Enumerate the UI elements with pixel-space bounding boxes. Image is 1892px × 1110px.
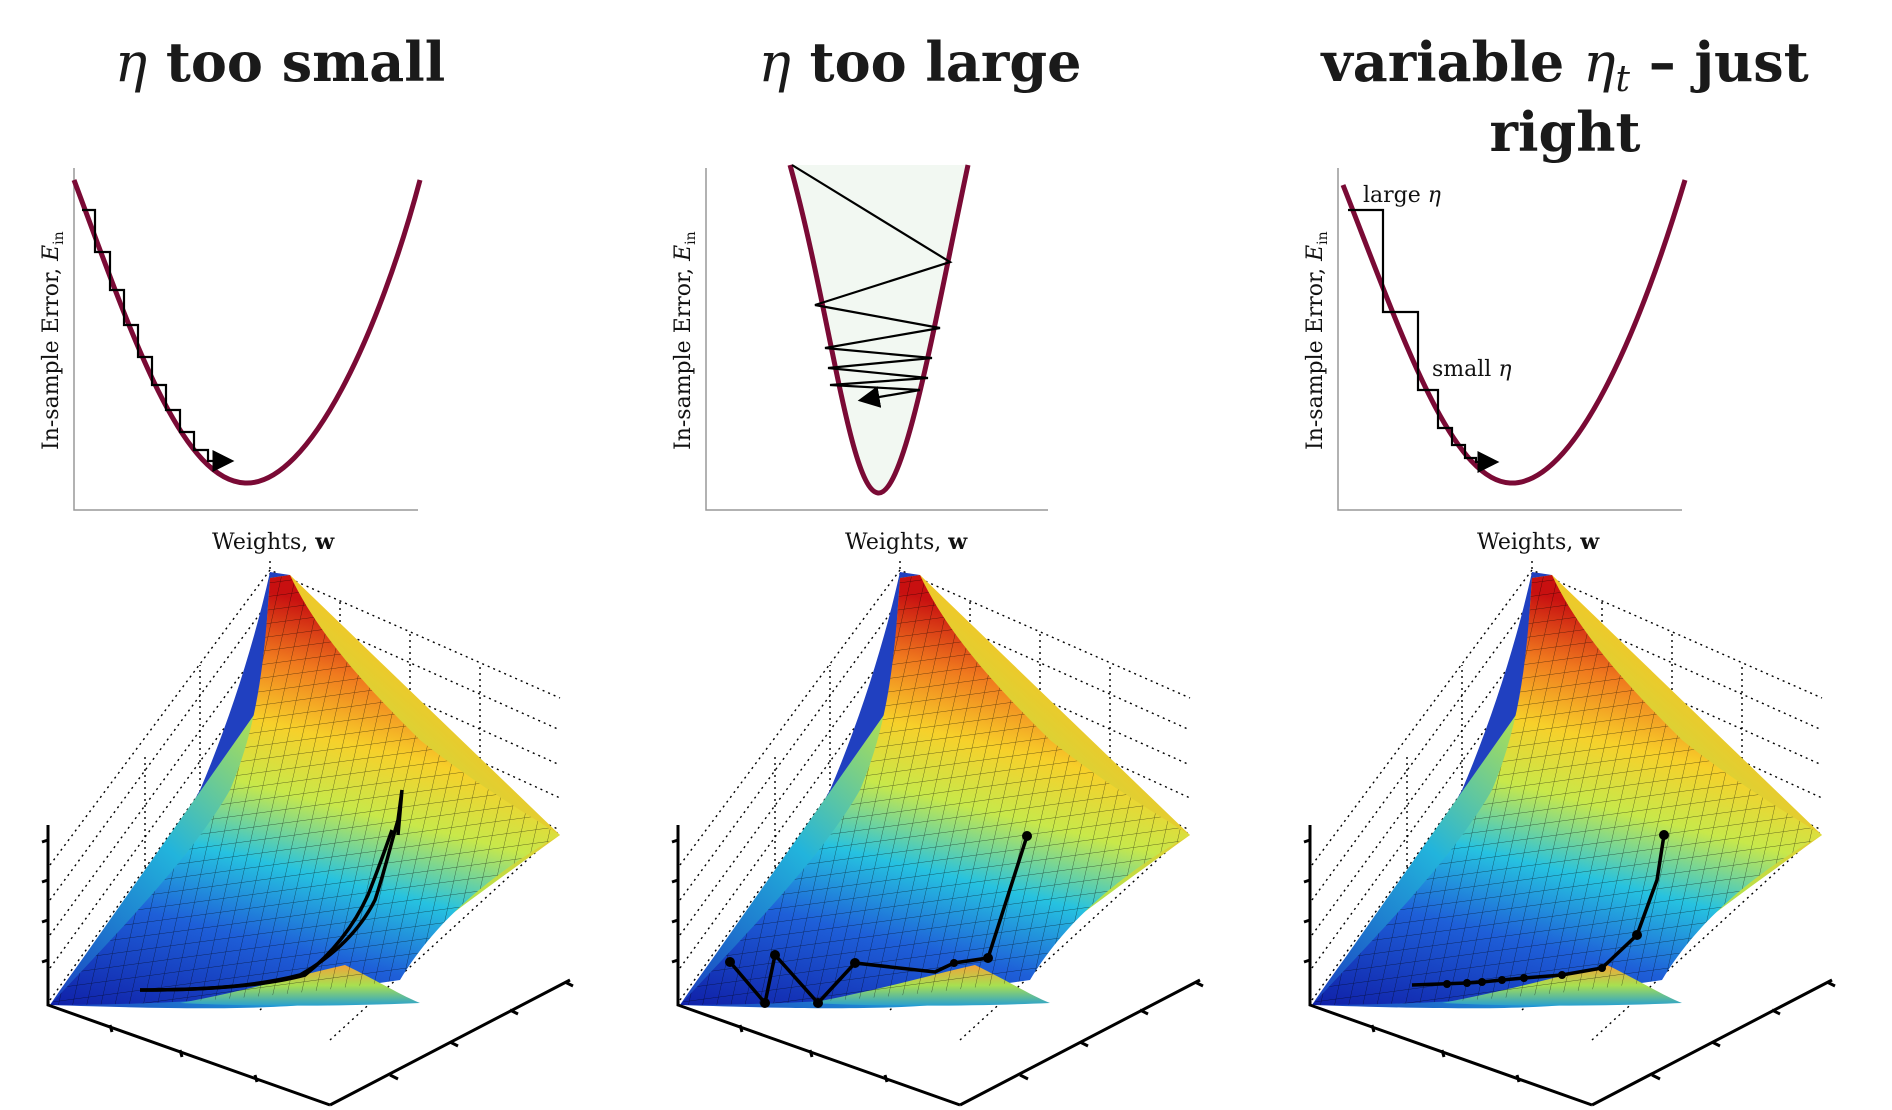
title-text: too large xyxy=(790,30,1082,94)
error-curve xyxy=(1340,179,1688,486)
panel-title-just-right: variable ηt – just right xyxy=(1245,30,1885,164)
title-text: – just right xyxy=(1489,30,1809,164)
error-curve xyxy=(71,179,423,486)
descent-path xyxy=(82,208,235,472)
error-surface xyxy=(670,558,1205,1107)
y-axis-label: In-sample Error, Ein xyxy=(1303,231,1331,450)
descent-path-3d xyxy=(1411,834,1666,987)
step-points xyxy=(1443,830,1669,988)
y-axis-label: In-sample Error, Ein xyxy=(39,231,67,450)
error-curve xyxy=(787,164,971,496)
error-surface xyxy=(40,558,575,1107)
bowl-fill xyxy=(790,165,968,494)
panel-3d-just-right xyxy=(1302,558,1837,1107)
panel-2d-just-right: large η small η Weights, w In-sample Err… xyxy=(1303,168,1688,555)
x-axis-label: Weights, w xyxy=(212,529,335,555)
axes xyxy=(705,168,1048,511)
eta-symbol: η xyxy=(758,31,791,94)
axes xyxy=(73,168,418,511)
step-points xyxy=(725,831,1032,1008)
descent-path xyxy=(1348,208,1500,473)
axes xyxy=(1337,168,1682,511)
panel-2d-too-large: Weights, w In-sample Error, Ein xyxy=(671,164,1048,555)
title-text: too small xyxy=(147,30,446,94)
y-axis-label: In-sample Error, Ein xyxy=(671,231,699,450)
descent-path xyxy=(791,164,953,408)
eta-symbol: η xyxy=(1583,31,1616,94)
x-axis-label: Weights, w xyxy=(845,529,968,555)
annotation-large-eta: large η xyxy=(1363,183,1441,208)
error-surface xyxy=(1302,558,1837,1107)
panel-3d-too-large xyxy=(670,558,1205,1107)
descent-path-3d-main xyxy=(139,829,394,992)
annotation-small-eta: small η xyxy=(1432,357,1512,382)
eta-subscript: t xyxy=(1615,59,1630,100)
panel-2d-too-small: Weights, w In-sample Error, Ein xyxy=(39,168,423,555)
title-word: variable xyxy=(1321,30,1584,94)
x-axis-label: Weights, w xyxy=(1477,529,1600,555)
panel-title-too-small: η too small xyxy=(0,30,580,94)
eta-symbol: η xyxy=(114,31,148,94)
panel-3d-too-small xyxy=(40,558,575,1107)
panel-title-too-large: η too large xyxy=(620,30,1220,94)
